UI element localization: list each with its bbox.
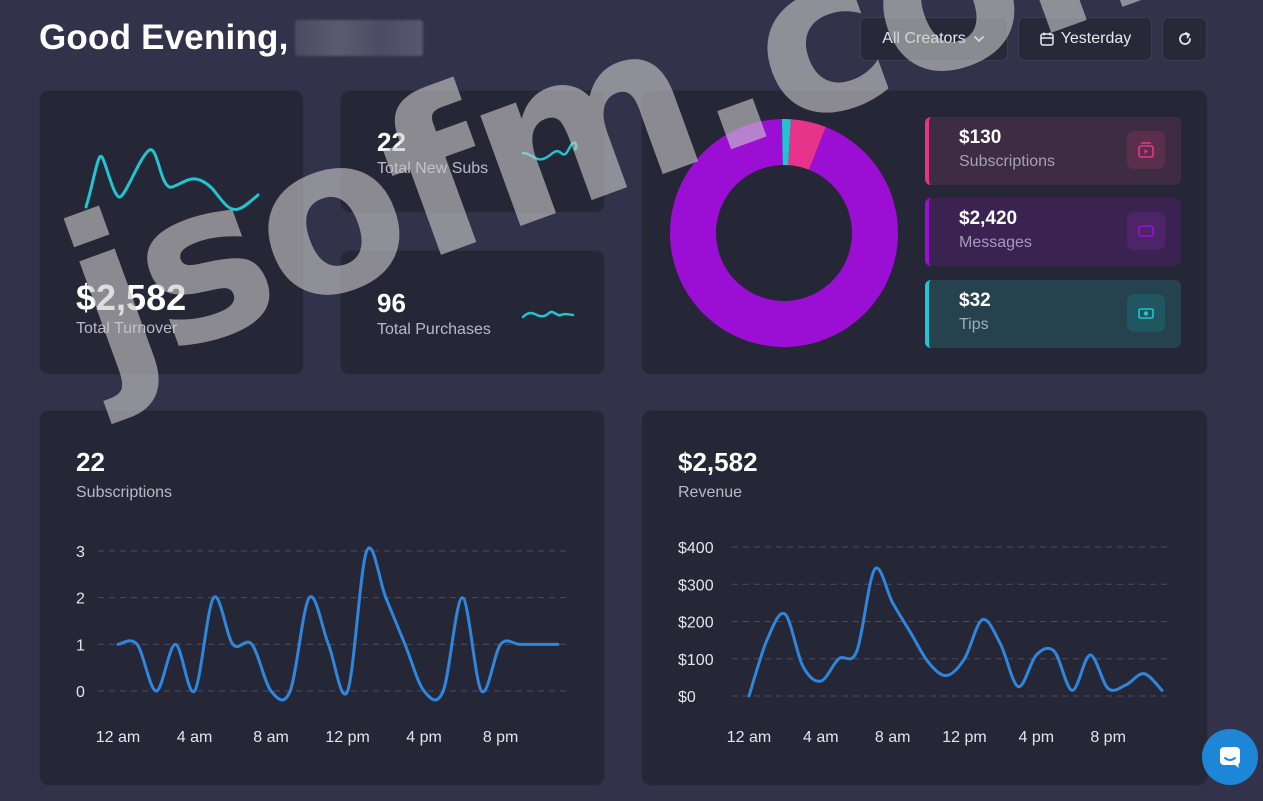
x-tick-label: 12 pm: [325, 729, 369, 746]
messages-label: Messages: [959, 234, 1032, 251]
y-tick-label: $0: [678, 689, 696, 706]
y-tick-label: $300: [678, 577, 714, 594]
revenue-breakdown-donut: [670, 119, 898, 347]
greeting-text: Good Evening,: [39, 18, 289, 57]
legend-tips: $32 Tips: [925, 280, 1181, 348]
turnover-value: $2,582: [76, 277, 187, 318]
y-tick-label: $400: [678, 540, 714, 557]
y-tick-label: $100: [678, 652, 714, 669]
legend-subscriptions: $130 Subscriptions: [925, 117, 1181, 185]
y-tick-label: $200: [678, 615, 714, 632]
refresh-icon: [1178, 32, 1191, 45]
all-creators-dropdown[interactable]: All Creators: [860, 17, 1008, 61]
new-subs-card: 22 Total New Subs: [340, 90, 605, 213]
y-tick-label: 1: [76, 637, 85, 654]
subscriptions-chart-label: Subscriptions: [76, 484, 173, 501]
money-icon: [1127, 294, 1165, 332]
user-name-redacted: [294, 20, 423, 56]
turnover-card: $2,582 Total Turnover: [39, 90, 304, 375]
calendar-icon: [1039, 32, 1054, 46]
subscription-box-icon: [1127, 131, 1165, 169]
legend-messages: $2,420 Messages: [925, 198, 1181, 266]
x-tick-label: 8 pm: [483, 729, 519, 746]
revenue-breakdown-card: $130 Subscriptions $2,420 Messages $32 T…: [641, 90, 1208, 375]
subscriptions-label: Subscriptions: [959, 153, 1056, 170]
revenue-chart-label: Revenue: [678, 484, 743, 501]
subscriptions-chart-card: 22 Subscriptions 0 1 2 3 12 am 4 am 8 am 12 pm 4…: [39, 410, 605, 786]
y-tick-label: 2: [76, 591, 85, 608]
message-icon: [1127, 212, 1165, 250]
tips-amount: $32: [959, 290, 991, 311]
subscriptions-chart-value: 22: [76, 447, 105, 477]
purchases-label: Total Purchases: [377, 321, 491, 338]
x-tick-label: 4 pm: [406, 729, 442, 746]
chat-icon: [1220, 747, 1240, 768]
turnover-sparkline: [84, 148, 260, 211]
tips-label: Tips: [959, 316, 989, 333]
purchases-card: 96 Total Purchases: [340, 250, 605, 375]
subscriptions-line-chart: 0 1 2 3 12 am 4 am 8 am 12 pm 4 pm 8 pm: [76, 544, 570, 746]
x-tick-label: 8 pm: [1090, 729, 1126, 746]
donut-slice-messages: [670, 119, 898, 347]
new-subs-value: 22: [377, 127, 406, 157]
x-tick-label: 4 pm: [1019, 729, 1055, 746]
date-range-button[interactable]: Yesterday: [1018, 17, 1152, 61]
creators-label: All Creators: [882, 30, 966, 47]
y-tick-label: 0: [76, 684, 85, 701]
new-subs-label: Total New Subs: [377, 160, 489, 177]
x-tick-label: 4 am: [803, 729, 839, 746]
x-tick-label: 4 am: [177, 729, 213, 746]
x-tick-label: 12 am: [727, 729, 771, 746]
date-label: Yesterday: [1060, 30, 1132, 47]
new-subs-sparkline: [521, 141, 578, 161]
revenue-chart-card: $2,582 Revenue $0 $100 $200 $300 $400 12 am 4 …: [641, 410, 1208, 786]
subscriptions-amount: $130: [959, 127, 1002, 148]
turnover-label: Total Turnover: [76, 320, 178, 337]
purchases-value: 96: [377, 288, 406, 318]
x-tick-label: 12 pm: [942, 729, 986, 746]
series-line: [747, 566, 1164, 698]
x-tick-label: 12 am: [96, 729, 140, 746]
revenue-chart-value: $2,582: [678, 447, 758, 477]
purchases-sparkline: [521, 310, 575, 319]
x-tick-label: 8 am: [875, 729, 911, 746]
refresh-button[interactable]: [1162, 17, 1207, 61]
donut-slice-tips: [781, 119, 791, 166]
page-title: Good Evening,: [39, 18, 423, 58]
donut-slice-subscriptions: [788, 119, 826, 170]
x-tick-label: 8 am: [253, 729, 289, 746]
revenue-line-chart: $0 $100 $200 $300 $400 12 am 4 am 8 am 12 pm 4 pm…: [678, 540, 1172, 746]
messages-amount: $2,420: [959, 208, 1018, 229]
chevron-down-icon: [973, 36, 984, 43]
support-chat-button[interactable]: [1202, 729, 1258, 785]
y-tick-label: 3: [76, 544, 85, 561]
series-line: [116, 546, 560, 702]
